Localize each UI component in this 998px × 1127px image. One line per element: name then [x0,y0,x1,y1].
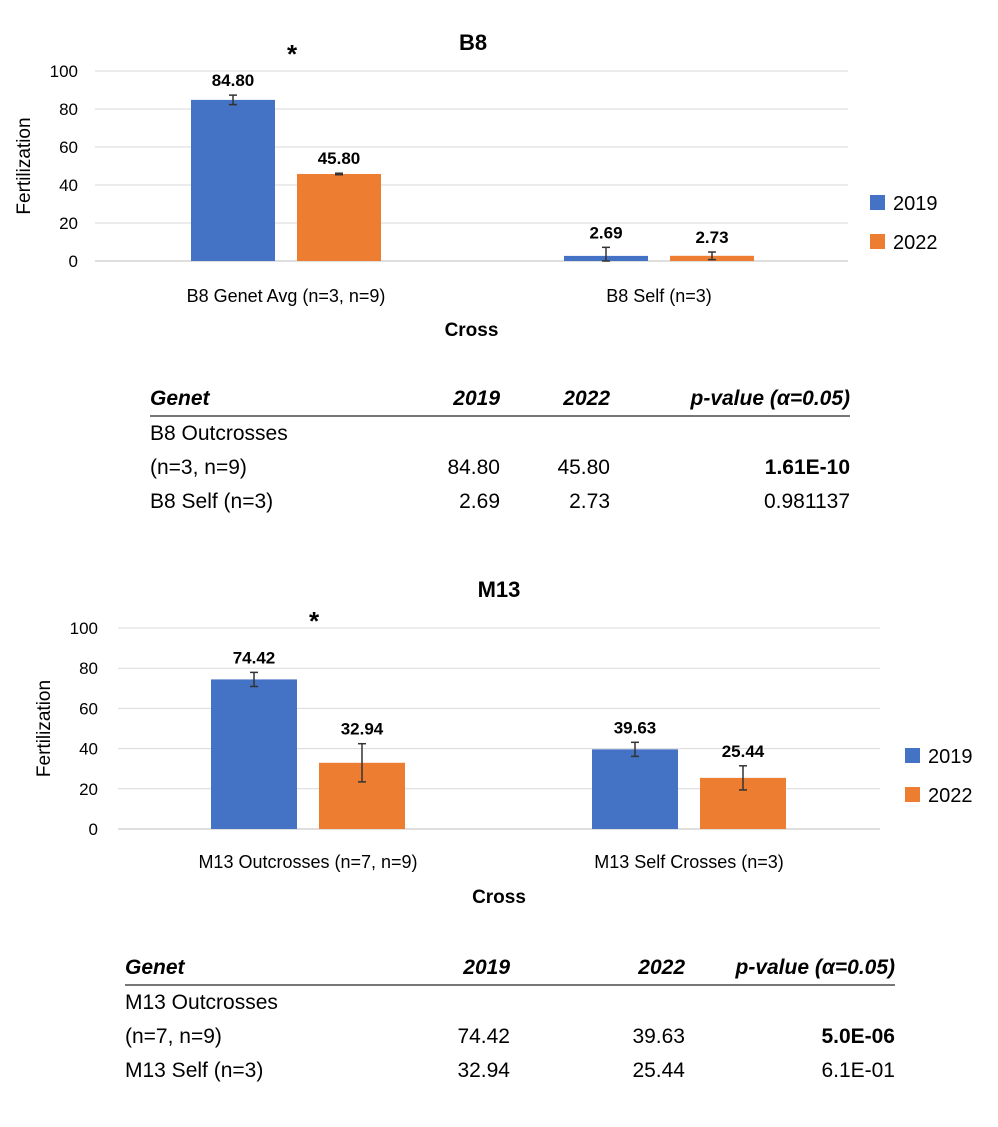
y-axis-label: Fertilization [34,680,55,777]
header-genet: Genet [150,383,400,417]
category-label: B8 Self (n=3) [606,286,712,306]
p-value-cell: 6.1E-01 [821,1059,895,1082]
data-label: 2.73 [695,228,728,247]
value-2019-cell [385,985,510,1020]
genet-cell: M13 Outcrosses [125,991,278,1014]
y-tick-label: 60 [79,699,98,718]
value-2022-cell: 45.80 [557,456,610,479]
genet-cell: B8 Self (n=3) [150,490,274,513]
table-row: B8 Self (n=3) 2.69 2.73 0.981137 [150,485,850,519]
value-2022-cell [500,416,610,451]
header-2022: 2022 [500,383,610,417]
header-genet: Genet [125,952,385,986]
table-row: B8 Outcrosses [150,416,850,451]
data-label: 84.80 [212,71,255,90]
legend-swatch-2019 [870,195,885,210]
table-row: M13 Self (n=3) 32.94 25.44 6.1E-01 [125,1054,895,1088]
value-2019-cell: 32.94 [457,1059,510,1082]
legend-swatch-2022 [870,234,885,249]
header-2019: 2019 [400,383,500,417]
y-tick-label: 100 [70,619,98,638]
y-tick-label: 80 [79,659,98,678]
header-2019: 2019 [385,952,510,986]
significance-star: * [309,606,320,636]
chart-title: M13 [478,577,521,602]
b8-results-table: Genet 2019 2022 p-value (α=0.05) B8 Outc… [150,383,850,519]
genet-cell: M13 Self (n=3) [125,1059,264,1082]
value-2022-cell [510,985,685,1020]
p-value-cell: 1.61E-10 [764,456,850,479]
header-2022: 2022 [510,952,685,986]
y-tick-label: 0 [69,252,78,271]
header-p-value: p-value (α=0.05) [685,952,895,986]
x-axis-label: Cross [445,320,499,341]
m13-chart: M13 0 20 40 60 80 100 Fertilization 74.42 32.94 M1… [34,577,973,908]
legend-swatch-2022 [905,787,920,802]
chart-title: B8 [459,30,487,55]
table-header-row: Genet 2019 2022 p-value (α=0.05) [150,383,850,417]
bar-2022-0 [297,173,381,261]
p-value-cell: 5.0E-06 [821,1025,895,1048]
bar-2019-0 [191,99,275,261]
value-2022-cell: 25.44 [632,1059,685,1082]
legend-label: 2019 [928,746,973,768]
data-label: 25.44 [722,742,765,761]
x-axis-label: Cross [472,887,526,908]
header-p-value: p-value (α=0.05) [610,383,850,417]
table-row: M13 Outcrosses [125,985,895,1020]
category-label: M13 Outcrosses (n=7, n=9) [198,852,417,872]
b8-chart: B8 0 20 40 60 80 100 Fertilization 84.80 45.80 B8 … [14,30,938,341]
category-label: M13 Self Crosses (n=3) [594,852,784,872]
value-2022-cell: 39.63 [632,1025,685,1048]
legend-label: 2022 [928,785,973,807]
genet-cell: (n=7, n=9) [125,1025,222,1048]
category-label: B8 Genet Avg (n=3, n=9) [187,286,386,306]
y-tick-label: 20 [79,780,98,799]
p-value-cell [610,416,850,451]
value-2019-cell: 74.42 [457,1025,510,1048]
y-tick-label: 20 [59,214,78,233]
data-label: 45.80 [318,149,361,168]
legend-label: 2019 [893,193,938,215]
y-tick-label: 0 [89,820,98,839]
y-axis-label: Fertilization [14,117,35,214]
m13-results-table: Genet 2019 2022 p-value (α=0.05) M13 Out… [125,952,895,1088]
data-label: 32.94 [341,720,384,739]
table-row: (n=3, n=9) 84.80 45.80 1.61E-10 [150,451,850,485]
data-label: 2.69 [589,223,622,242]
value-2019-cell [400,416,500,451]
table-header-row: Genet 2019 2022 p-value (α=0.05) [125,952,895,986]
y-tick-label: 40 [59,176,78,195]
bar-2019-0 [211,679,297,829]
genet-cell: (n=3, n=9) [150,456,247,479]
data-label: 39.63 [614,718,657,737]
bar-2019-1 [592,749,678,829]
value-2019-cell: 84.80 [447,456,500,479]
value-2019-cell: 2.69 [459,490,500,513]
significance-star: * [287,39,298,69]
value-2022-cell: 2.73 [569,490,610,513]
y-tick-label: 40 [79,740,98,759]
legend-swatch-2019 [905,748,920,763]
genet-cell: B8 Outcrosses [150,422,288,445]
table-row: (n=7, n=9) 74.42 39.63 5.0E-06 [125,1020,895,1054]
data-label: 74.42 [233,648,276,667]
y-tick-label: 80 [59,100,78,119]
y-tick-label: 60 [59,138,78,157]
p-value-cell [685,985,895,1020]
p-value-cell: 0.981137 [763,490,850,513]
legend-label: 2022 [893,232,938,254]
y-tick-label: 100 [50,62,78,81]
